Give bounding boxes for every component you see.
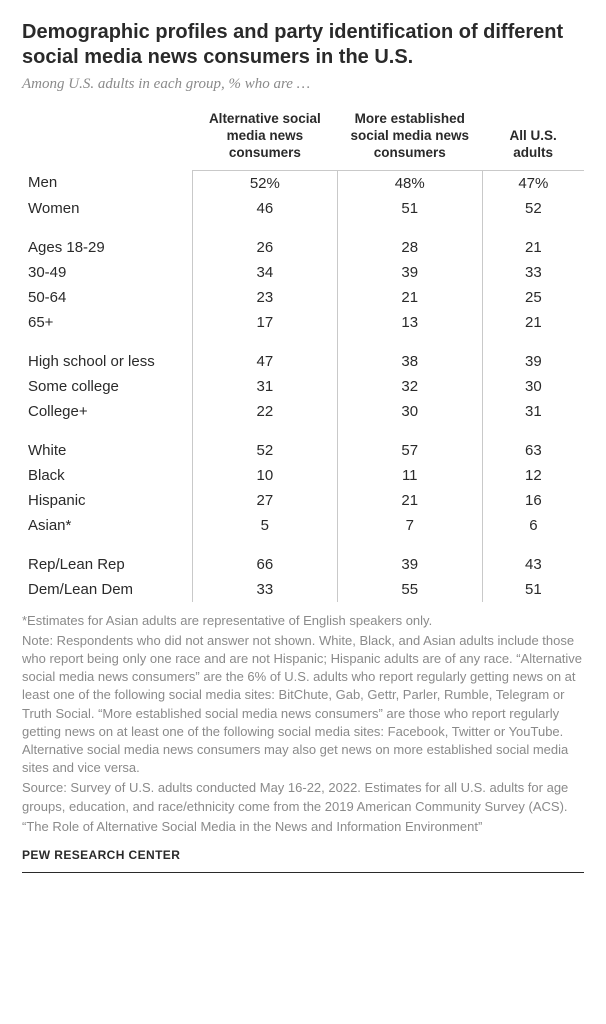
- cell-value: 33: [192, 577, 337, 602]
- row-label: Black: [22, 463, 192, 488]
- group-spacer: [22, 424, 584, 438]
- cell-value: 31: [482, 399, 584, 424]
- row-label: High school or less: [22, 349, 192, 374]
- cell-value: 30: [337, 399, 482, 424]
- table-row: 50-64232125: [22, 285, 584, 310]
- data-table: Alternative social media news consumers …: [22, 107, 584, 602]
- table-row: Women465152: [22, 196, 584, 221]
- cell-value: 28: [337, 235, 482, 260]
- row-label: Hispanic: [22, 488, 192, 513]
- report-container: Demographic profiles and party identific…: [0, 0, 606, 891]
- table-row: Black101112: [22, 463, 584, 488]
- table-row: 30-49343933: [22, 260, 584, 285]
- row-label: College+: [22, 399, 192, 424]
- row-label: Ages 18-29: [22, 235, 192, 260]
- col-header-alt: Alternative social media news consumers: [192, 107, 337, 170]
- cell-value: 21: [337, 488, 482, 513]
- table-row: Ages 18-29262821: [22, 235, 584, 260]
- cell-value: 47%: [482, 170, 584, 196]
- row-label: Women: [22, 196, 192, 221]
- cell-value: 27: [192, 488, 337, 513]
- cell-value: 7: [337, 513, 482, 538]
- cell-value: 25: [482, 285, 584, 310]
- footnote-line: “The Role of Alternative Social Media in…: [22, 818, 584, 836]
- cell-value: 6: [482, 513, 584, 538]
- cell-value: 11: [337, 463, 482, 488]
- cell-value: 55: [337, 577, 482, 602]
- table-row: Asian*576: [22, 513, 584, 538]
- table-row: College+223031: [22, 399, 584, 424]
- row-label: Asian*: [22, 513, 192, 538]
- report-subtitle: Among U.S. adults in each group, % who a…: [22, 76, 584, 93]
- header-blank: [22, 107, 192, 170]
- cell-value: 38: [337, 349, 482, 374]
- table-row: 65+171321: [22, 310, 584, 335]
- table-row: Dem/Lean Dem335551: [22, 577, 584, 602]
- header-row: Alternative social media news consumers …: [22, 107, 584, 170]
- cell-value: 63: [482, 438, 584, 463]
- table-row: Rep/Lean Rep663943: [22, 552, 584, 577]
- report-title: Demographic profiles and party identific…: [22, 20, 584, 70]
- cell-value: 33: [482, 260, 584, 285]
- cell-value: 16: [482, 488, 584, 513]
- table-row: Some college313230: [22, 374, 584, 399]
- cell-value: 46: [192, 196, 337, 221]
- group-spacer: [22, 335, 584, 349]
- cell-value: 5: [192, 513, 337, 538]
- row-label: 65+: [22, 310, 192, 335]
- cell-value: 31: [192, 374, 337, 399]
- footnote-line: *Estimates for Asian adults are represen…: [22, 612, 584, 630]
- row-label: Some college: [22, 374, 192, 399]
- cell-value: 47: [192, 349, 337, 374]
- cell-value: 12: [482, 463, 584, 488]
- brand-label: PEW RESEARCH CENTER: [22, 848, 584, 862]
- group-spacer: [22, 538, 584, 552]
- row-label: 30-49: [22, 260, 192, 285]
- cell-value: 39: [337, 552, 482, 577]
- cell-value: 23: [192, 285, 337, 310]
- row-label: Men: [22, 170, 192, 196]
- table-row: High school or less473839: [22, 349, 584, 374]
- cell-value: 21: [337, 285, 482, 310]
- row-label: 50-64: [22, 285, 192, 310]
- row-label: Dem/Lean Dem: [22, 577, 192, 602]
- cell-value: 39: [337, 260, 482, 285]
- cell-value: 13: [337, 310, 482, 335]
- cell-value: 17: [192, 310, 337, 335]
- bottom-rule: [22, 872, 584, 873]
- row-label: White: [22, 438, 192, 463]
- table-row: Hispanic272116: [22, 488, 584, 513]
- table-body: Men52%48%47%Women465152Ages 18-292628213…: [22, 170, 584, 602]
- table-row: White525763: [22, 438, 584, 463]
- cell-value: 26: [192, 235, 337, 260]
- table-row: Men52%48%47%: [22, 170, 584, 196]
- col-header-all: All U.S. adults: [482, 107, 584, 170]
- cell-value: 66: [192, 552, 337, 577]
- cell-value: 57: [337, 438, 482, 463]
- cell-value: 52: [482, 196, 584, 221]
- footnote-line: Source: Survey of U.S. adults conducted …: [22, 779, 584, 815]
- cell-value: 21: [482, 310, 584, 335]
- footnote-line: Note: Respondents who did not answer not…: [22, 632, 584, 778]
- cell-value: 39: [482, 349, 584, 374]
- cell-value: 34: [192, 260, 337, 285]
- cell-value: 22: [192, 399, 337, 424]
- cell-value: 51: [337, 196, 482, 221]
- cell-value: 52%: [192, 170, 337, 196]
- group-spacer: [22, 221, 584, 235]
- cell-value: 21: [482, 235, 584, 260]
- cell-value: 32: [337, 374, 482, 399]
- cell-value: 52: [192, 438, 337, 463]
- cell-value: 48%: [337, 170, 482, 196]
- cell-value: 43: [482, 552, 584, 577]
- cell-value: 51: [482, 577, 584, 602]
- row-label: Rep/Lean Rep: [22, 552, 192, 577]
- col-header-est: More established social media news consu…: [337, 107, 482, 170]
- footnotes: *Estimates for Asian adults are represen…: [22, 612, 584, 836]
- cell-value: 30: [482, 374, 584, 399]
- cell-value: 10: [192, 463, 337, 488]
